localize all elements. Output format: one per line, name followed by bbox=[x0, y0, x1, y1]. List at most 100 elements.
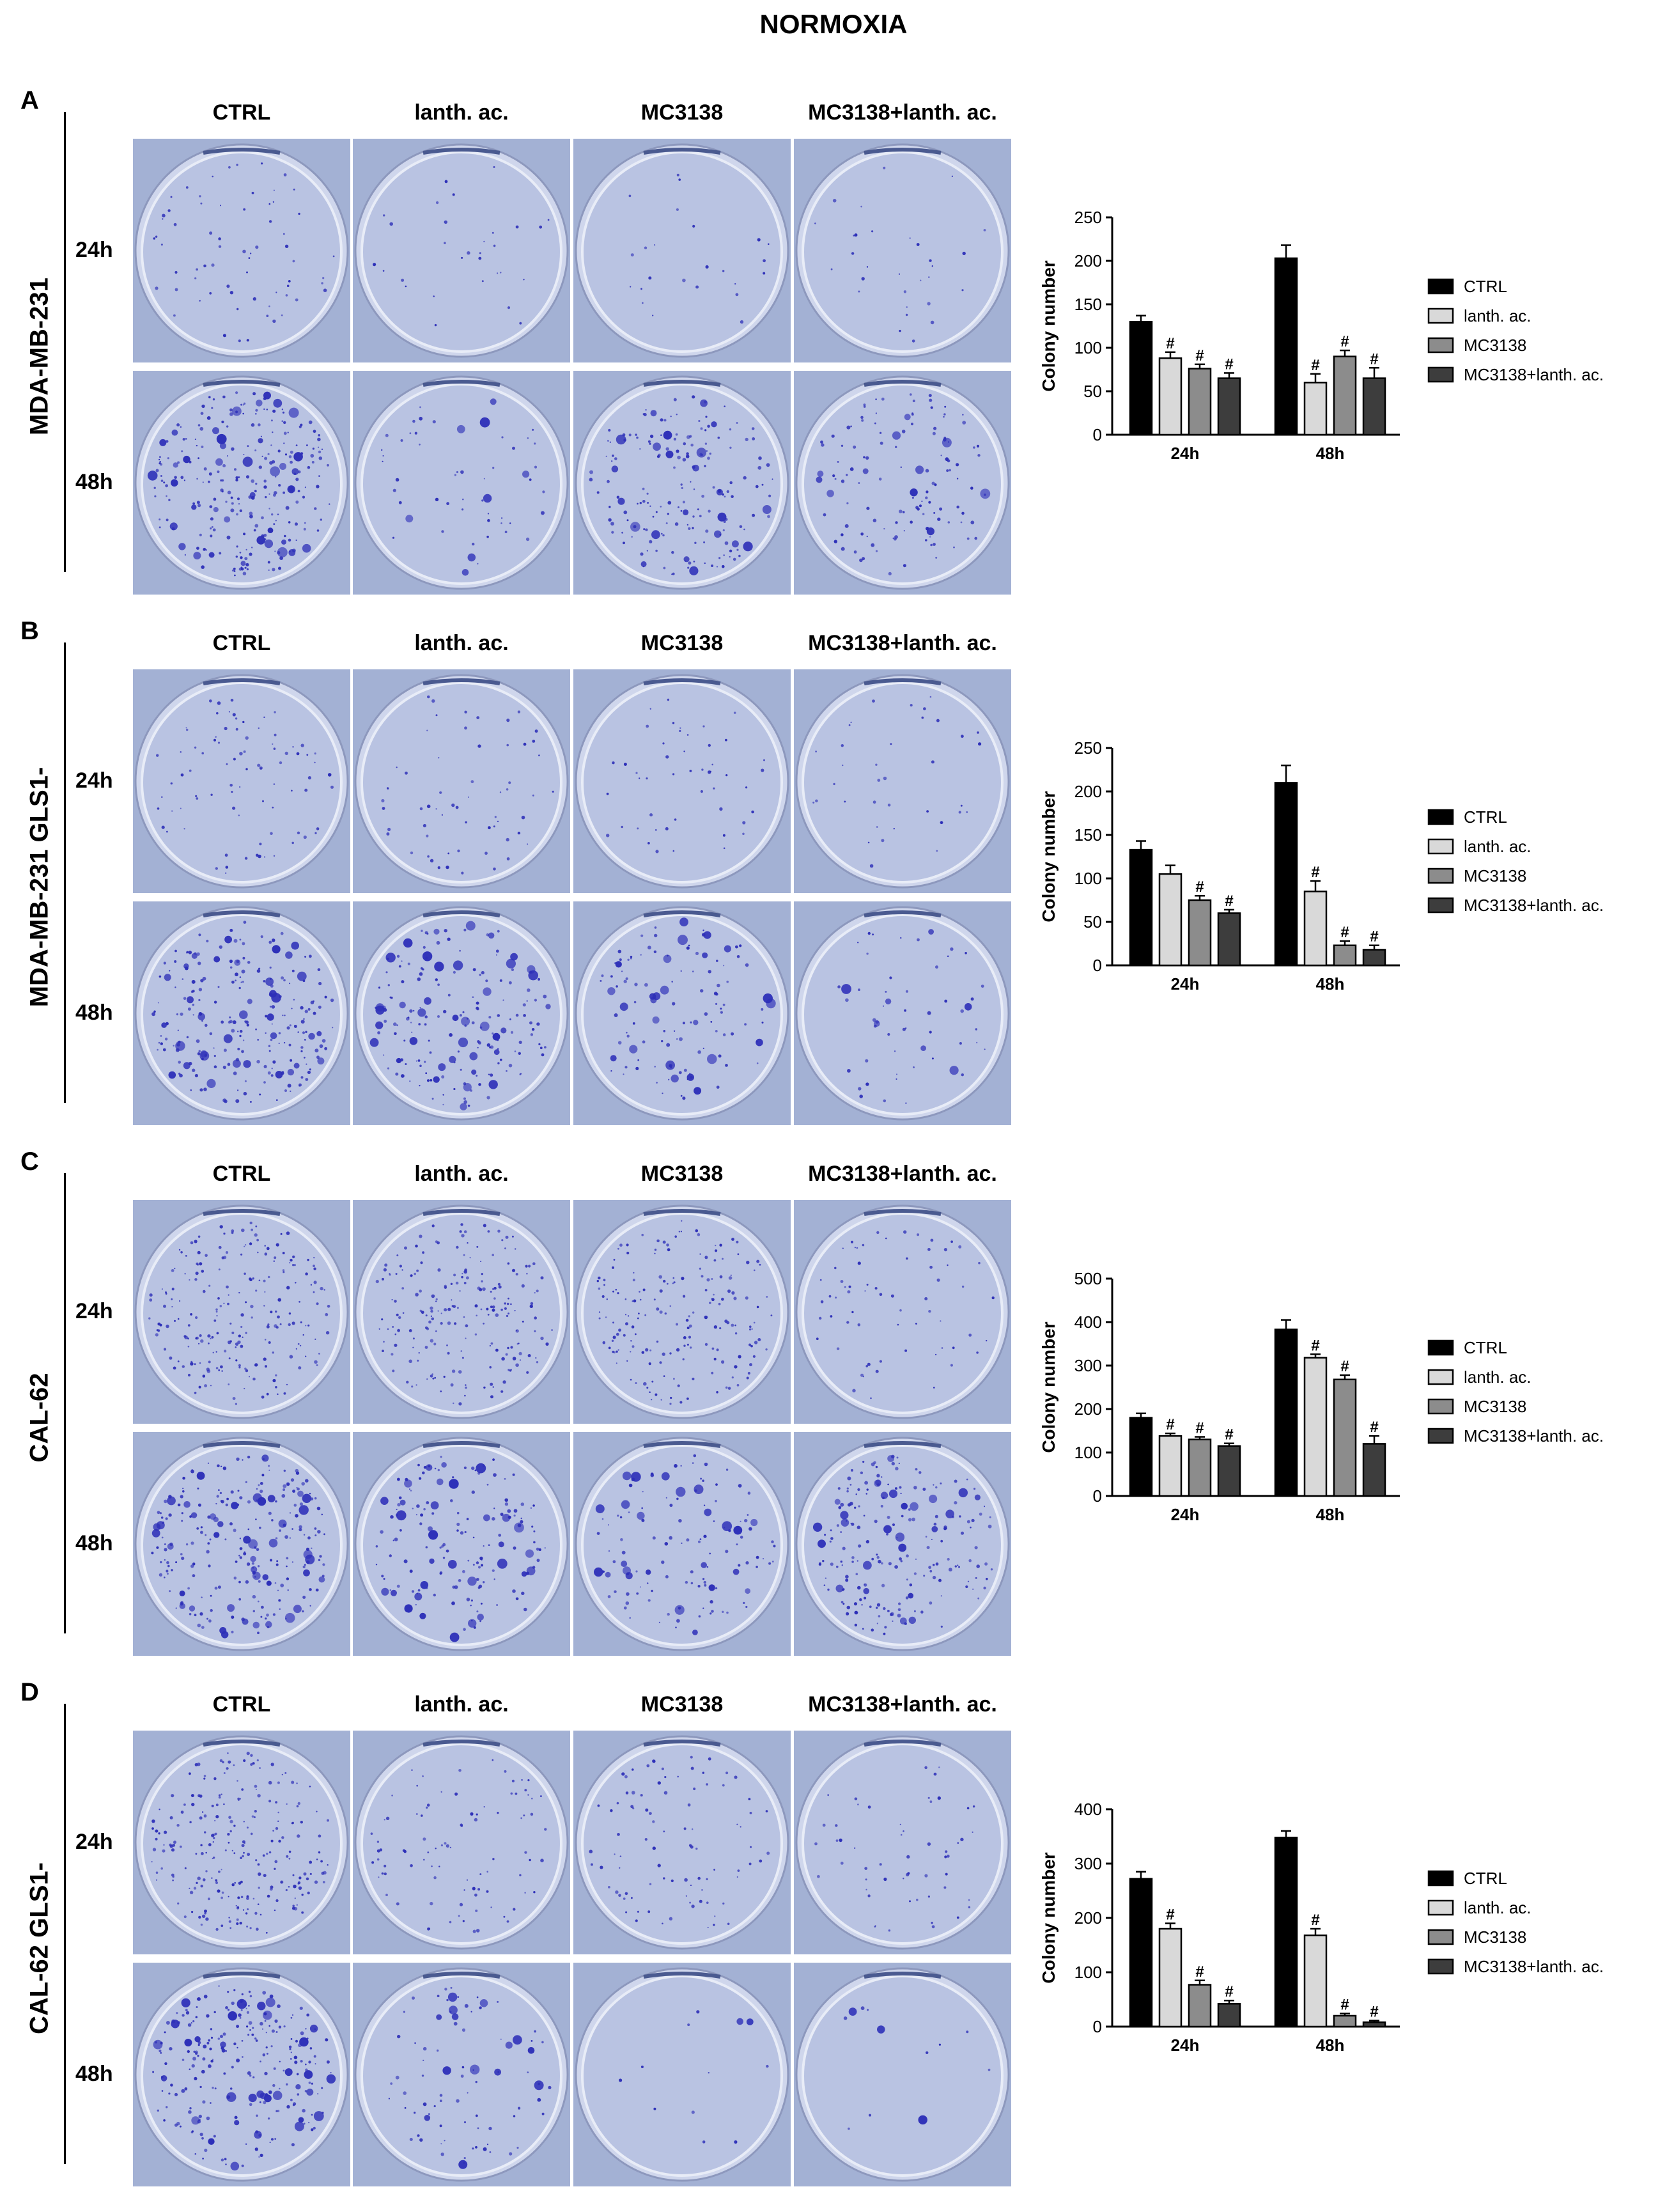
petri-dish-image bbox=[794, 139, 1011, 362]
y-tick-label: 100 bbox=[1074, 1443, 1102, 1462]
legend-swatch bbox=[1427, 1339, 1454, 1356]
x-tick-label: 24h bbox=[1171, 2036, 1200, 2055]
petri-dish-icon bbox=[133, 669, 350, 893]
petri-dish-image bbox=[794, 901, 1011, 1125]
legend-swatch bbox=[1427, 838, 1454, 855]
bar bbox=[1188, 1984, 1212, 2028]
significance-marker: # bbox=[1195, 878, 1204, 896]
legend-swatch bbox=[1427, 1398, 1454, 1415]
bar bbox=[1158, 1435, 1182, 1497]
legend-label: MC3138+lanth. ac. bbox=[1464, 1957, 1604, 1976]
petri-dish-image bbox=[573, 669, 791, 893]
petri-dish-icon bbox=[353, 1200, 570, 1424]
legend-label: lanth. ac. bbox=[1464, 1367, 1531, 1387]
y-tick-label: 100 bbox=[1074, 869, 1102, 888]
legend-label: MC3138+lanth. ac. bbox=[1464, 896, 1604, 915]
petri-dish-icon bbox=[133, 1432, 350, 1656]
significance-marker: # bbox=[1340, 333, 1349, 350]
y-axis-label: Colony number bbox=[1039, 791, 1058, 922]
row-label: 24h bbox=[75, 768, 113, 793]
column-header: MC3138 bbox=[640, 1692, 724, 1717]
panel-letter: C bbox=[20, 1148, 39, 1176]
y-tick-label: 150 bbox=[1074, 825, 1102, 845]
petri-dish-icon bbox=[573, 1200, 791, 1424]
row-label: 48h bbox=[75, 2062, 113, 2086]
significance-marker: # bbox=[1370, 928, 1378, 946]
bar bbox=[1303, 891, 1328, 967]
bar bbox=[1217, 1445, 1241, 1497]
petri-dish-image bbox=[133, 139, 350, 362]
y-tick-label: 50 bbox=[1083, 912, 1102, 931]
column-header: CTRL bbox=[212, 1162, 271, 1186]
petri-dish-image bbox=[573, 1200, 791, 1424]
petri-dish-image bbox=[573, 1432, 791, 1656]
petri-dish-icon bbox=[353, 371, 570, 595]
bar bbox=[1274, 782, 1298, 967]
bar-chart: 0 100 200 300 400 500 Colony number # # #24h # # #48… bbox=[1023, 1269, 1662, 1550]
petri-dish-icon bbox=[133, 1731, 350, 1954]
petri-dish-image bbox=[353, 1200, 570, 1424]
bar bbox=[1217, 2003, 1241, 2028]
petri-dish-icon bbox=[353, 1432, 570, 1656]
row-label: 24h bbox=[75, 1830, 113, 1854]
petri-dish-image bbox=[794, 1963, 1011, 2186]
legend-label: CTRL bbox=[1464, 1338, 1507, 1357]
row-label: 24h bbox=[75, 238, 113, 262]
bar bbox=[1362, 377, 1386, 436]
legend-label: MC3138 bbox=[1464, 866, 1526, 885]
bar-chart-svg: 0 100 200 300 400 Colony number # # #24h # # #48h CT… bbox=[1039, 1800, 1604, 2055]
petri-dish-icon bbox=[794, 1731, 1011, 1954]
x-tick-label: 48h bbox=[1316, 1505, 1345, 1524]
panel-divider-line bbox=[64, 1704, 66, 2164]
y-tick-label: 250 bbox=[1074, 208, 1102, 227]
panel-c: C CAL-62 CTRL lanth. ac. MC3138 MC3138+lanth.… bbox=[0, 1148, 1667, 1681]
y-tick-label: 100 bbox=[1074, 1963, 1102, 1982]
petri-dish-icon bbox=[573, 139, 791, 362]
significance-marker: # bbox=[1370, 350, 1378, 368]
panel-d: D CAL-62 GLS1- CTRL lanth. ac. MC3138 MC3138+… bbox=[0, 1678, 1667, 2212]
panel-letter: A bbox=[20, 86, 39, 114]
bar bbox=[1333, 2014, 1357, 2028]
petri-dish-image bbox=[353, 1432, 570, 1656]
significance-marker: # bbox=[1225, 1426, 1233, 1444]
legend-swatch bbox=[1427, 1929, 1454, 1945]
petri-dish-image bbox=[133, 669, 350, 893]
significance-marker: # bbox=[1311, 864, 1319, 881]
x-tick-label: 48h bbox=[1316, 444, 1345, 463]
petri-dish-icon bbox=[794, 1963, 1011, 2186]
petri-dish-icon bbox=[794, 901, 1011, 1125]
petri-dish-image bbox=[573, 371, 791, 595]
panel-b: B MDA-MB-231 GLS1- CTRL lanth. ac. MC3138 MC3… bbox=[0, 617, 1667, 1151]
y-tick-label: 500 bbox=[1074, 1269, 1102, 1288]
legend-label: MC3138 bbox=[1464, 1928, 1526, 1947]
petri-dish-icon bbox=[133, 901, 350, 1125]
y-tick-label: 400 bbox=[1074, 1312, 1102, 1332]
cell-line-label: CAL-62 bbox=[25, 1373, 54, 1463]
petri-dish-icon bbox=[353, 669, 570, 893]
y-axis-label: Colony number bbox=[1039, 260, 1058, 391]
y-tick-label: 0 bbox=[1093, 1486, 1102, 1506]
x-tick-label: 48h bbox=[1316, 2036, 1345, 2055]
column-header: lanth. ac. bbox=[414, 1162, 509, 1186]
petri-dish-image bbox=[353, 371, 570, 595]
bar-chart: 0 100 200 300 400 Colony number # # #24h # # #48h CT… bbox=[1023, 1800, 1662, 2081]
bar bbox=[1303, 382, 1328, 436]
bar bbox=[1158, 1928, 1182, 2028]
column-header: CTRL bbox=[212, 100, 271, 125]
cell-line-label: CAL-62 GLS1- bbox=[25, 1862, 54, 2034]
column-header: lanth. ac. bbox=[414, 631, 509, 655]
significance-marker: # bbox=[1195, 1963, 1204, 1981]
panel-letter: D bbox=[20, 1678, 39, 1706]
significance-marker: # bbox=[1225, 892, 1233, 910]
bar bbox=[1188, 368, 1212, 436]
column-header: CTRL bbox=[212, 631, 271, 655]
x-tick-label: 24h bbox=[1171, 974, 1200, 993]
legend-swatch bbox=[1427, 868, 1454, 884]
legend-label: lanth. ac. bbox=[1464, 837, 1531, 856]
petri-dish-image bbox=[353, 901, 570, 1125]
panel-divider-line bbox=[64, 112, 66, 572]
petri-dish-icon bbox=[794, 371, 1011, 595]
significance-marker: # bbox=[1340, 1358, 1349, 1375]
petri-dish-image bbox=[133, 1963, 350, 2186]
legend-swatch bbox=[1427, 1369, 1454, 1385]
